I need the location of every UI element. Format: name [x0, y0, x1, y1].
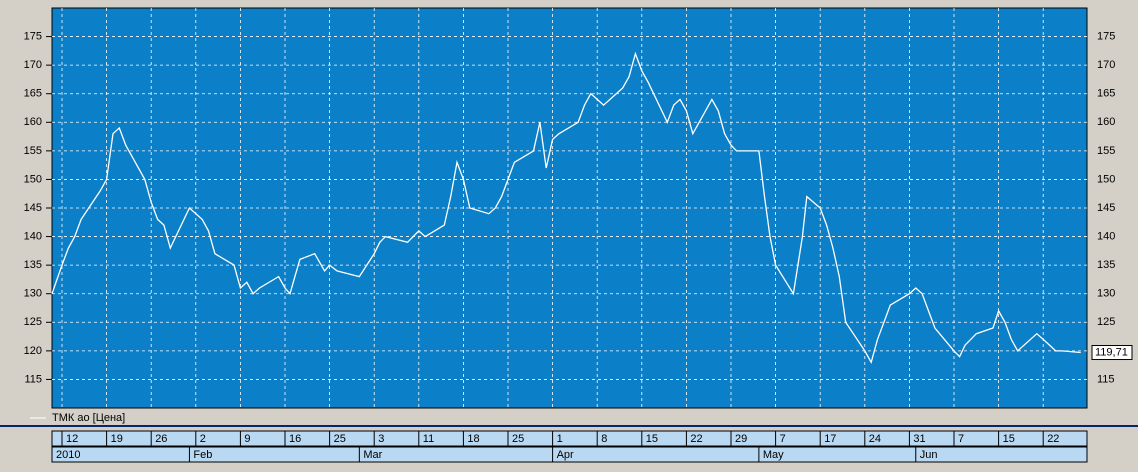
month-label: 2010	[56, 449, 80, 461]
x-tick-label: 22	[1047, 433, 1059, 445]
month-label: Mar	[363, 449, 382, 461]
y-tick-label: 145	[24, 202, 42, 214]
y-tick-label: 160	[24, 116, 42, 128]
y2-tick-label: 140	[1097, 230, 1115, 242]
x-tick-label: 1	[557, 433, 563, 445]
x-tick-label: 9	[244, 433, 250, 445]
x-tick-label: 2	[200, 433, 206, 445]
x-tick-label: 15	[646, 433, 658, 445]
y2-tick-label: 175	[1097, 30, 1115, 42]
x-tick-label: 16	[289, 433, 301, 445]
y-tick-label: 165	[24, 88, 42, 100]
x-tick-label: 12	[66, 433, 78, 445]
month-label: Feb	[193, 449, 212, 461]
y2-tick-label: 115	[1097, 373, 1115, 385]
x-tick-label: 17	[824, 433, 836, 445]
last-price-box	[1091, 345, 1133, 361]
y2-tick-label: 125	[1097, 316, 1115, 328]
month-label: May	[763, 449, 784, 461]
y2-tick-label: 165	[1097, 88, 1115, 100]
y-tick-label: 170	[24, 59, 42, 71]
y2-tick-label: 130	[1097, 288, 1115, 300]
y-tick-label: 150	[24, 173, 42, 185]
y2-tick-label: 135	[1097, 259, 1115, 271]
day-strip	[51, 430, 1088, 447]
month-label: Jun	[920, 449, 938, 461]
y2-tick-label: 170	[1097, 59, 1115, 71]
legend-label: ТМК ао [Цена]	[52, 412, 125, 424]
x-tick-label: 22	[690, 433, 702, 445]
last-price-label: 119,71	[1095, 346, 1128, 358]
y-tick-label: 115	[24, 373, 42, 385]
x-tick-label: 7	[958, 433, 964, 445]
y2-tick-label: 150	[1097, 173, 1115, 185]
x-tick-label: 25	[512, 433, 524, 445]
x-tick-label: 19	[111, 433, 123, 445]
y-tick-label: 135	[24, 259, 42, 271]
x-tick-label: 18	[467, 433, 479, 445]
x-tick-label: 3	[378, 433, 384, 445]
x-tick-label: 11	[423, 433, 434, 445]
x-tick-label: 15	[1003, 433, 1015, 445]
y2-tick-label: 145	[1097, 202, 1115, 214]
x-tick-label: 24	[869, 433, 881, 445]
y-tick-label: 125	[24, 316, 42, 328]
month-label: Apr	[557, 449, 574, 461]
x-tick-label: 25	[334, 433, 346, 445]
x-tick-label: 31	[913, 433, 925, 445]
y-tick-label: 140	[24, 230, 42, 242]
y2-tick-label: 155	[1097, 145, 1115, 157]
y-tick-label: 155	[24, 145, 42, 157]
y-tick-label: 175	[24, 30, 42, 42]
price-line	[51, 51, 1081, 364]
y2-tick-label: 160	[1097, 116, 1115, 128]
x-tick-label: 29	[735, 433, 747, 445]
y-tick-label: 120	[24, 345, 42, 357]
x-tick-label: 7	[780, 433, 786, 445]
x-tick-label: 8	[601, 433, 607, 445]
x-tick-label: 26	[155, 433, 167, 445]
y-tick-label: 130	[24, 288, 42, 300]
